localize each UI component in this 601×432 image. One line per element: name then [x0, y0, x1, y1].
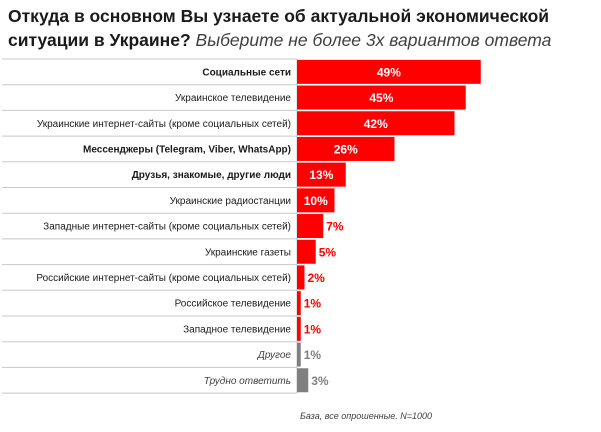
- category-label: Украинское телевидение: [175, 93, 291, 104]
- value-label: 10%: [304, 194, 328, 208]
- bar: [297, 214, 324, 239]
- bar: [297, 368, 309, 393]
- bar: [297, 162, 346, 187]
- bar: [297, 85, 466, 110]
- value-label: 49%: [377, 65, 401, 79]
- bar: [297, 59, 481, 84]
- title-instruction: Выберите не более 3х вариантов ответа: [195, 30, 552, 50]
- category-label: Украинские интернет-сайты (кроме социаль…: [37, 119, 291, 130]
- category-label: Российские интернет-сайты (кроме социаль…: [36, 273, 291, 284]
- value-label: 1%: [304, 348, 322, 362]
- bar: [297, 316, 301, 341]
- bar: [297, 239, 316, 264]
- value-label: 7%: [326, 220, 344, 234]
- value-label: 42%: [364, 117, 388, 131]
- value-label: 13%: [309, 168, 333, 182]
- value-label: 45%: [369, 91, 393, 105]
- category-label: Мессенджеры (Telegram, Viber, WhatsApp): [83, 144, 291, 155]
- bar: [297, 111, 455, 136]
- value-label: 5%: [319, 245, 337, 259]
- title-question: Откуда в основном Вы узнаете об актуальн…: [8, 6, 550, 50]
- bar: [297, 136, 395, 161]
- category-label: Трудно ответить: [204, 376, 291, 387]
- value-label: 26%: [334, 142, 358, 156]
- value-label: 3%: [311, 374, 329, 388]
- bar: [297, 265, 305, 290]
- chart-title: Откуда в основном Вы узнаете об актуальн…: [8, 4, 598, 52]
- footnote: База, все опрошенные. N=1000: [300, 411, 433, 421]
- value-label: 1%: [304, 322, 322, 336]
- bar: [297, 342, 301, 367]
- category-label: Западное телевидение: [183, 324, 291, 335]
- value-label: 2%: [308, 271, 326, 285]
- category-label: Украинские радиостанции: [170, 196, 291, 207]
- category-label: Друзья, знакомые, другие люди: [132, 170, 291, 181]
- category-label: Западные интернет-сайты (кроме социальны…: [43, 222, 291, 233]
- category-label: Социальные сети: [202, 67, 291, 78]
- bar: [297, 188, 335, 213]
- bar: [297, 291, 301, 316]
- category-label: Российское телевидение: [175, 299, 292, 310]
- category-label: Другое: [257, 350, 292, 361]
- category-label: Украинские газеты: [205, 247, 291, 258]
- value-label: 1%: [304, 297, 322, 311]
